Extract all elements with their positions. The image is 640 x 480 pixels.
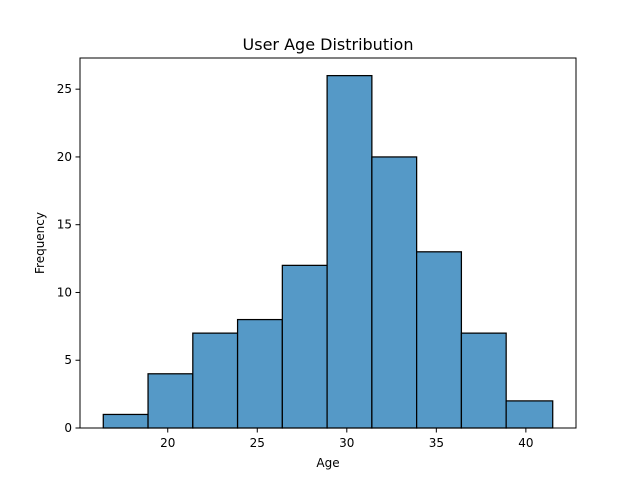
histogram-bar-8 (416, 251, 463, 429)
y-tick-label-5: 5 (64, 353, 72, 367)
y-axis-label: Frequency (33, 212, 47, 274)
x-axis-label: Age (316, 456, 339, 470)
histogram-bar-7 (371, 156, 418, 429)
histogram-bar-3 (192, 332, 239, 429)
histogram-bar-5 (281, 264, 328, 429)
chart-title: User Age Distribution (243, 35, 414, 54)
y-tick-label-15: 15 (57, 218, 72, 232)
bars-group (102, 74, 554, 429)
y-tick-label-10: 10 (57, 285, 72, 299)
y-tick-label-0: 0 (64, 421, 72, 435)
y-tick-label-25: 25 (57, 82, 72, 96)
x-tick-label-25: 25 (250, 436, 265, 450)
histogram-bar-9 (460, 332, 507, 429)
histogram-bar-4 (236, 318, 283, 429)
x-tick-label-30: 30 (339, 436, 354, 450)
y-axis: 0 5 10 15 20 25 (57, 82, 80, 435)
histogram-bar-2 (147, 373, 194, 429)
x-tick-label-35: 35 (429, 436, 444, 450)
histogram-bar-6 (326, 74, 373, 429)
histogram-bar-10 (505, 400, 554, 429)
x-axis: 20 25 30 35 40 (160, 428, 534, 450)
y-tick-label-20: 20 (57, 150, 72, 164)
x-tick-label-20: 20 (160, 436, 175, 450)
histogram-bar-1 (102, 413, 149, 429)
x-tick-label-40: 40 (518, 436, 533, 450)
plot-frame (79, 57, 577, 429)
